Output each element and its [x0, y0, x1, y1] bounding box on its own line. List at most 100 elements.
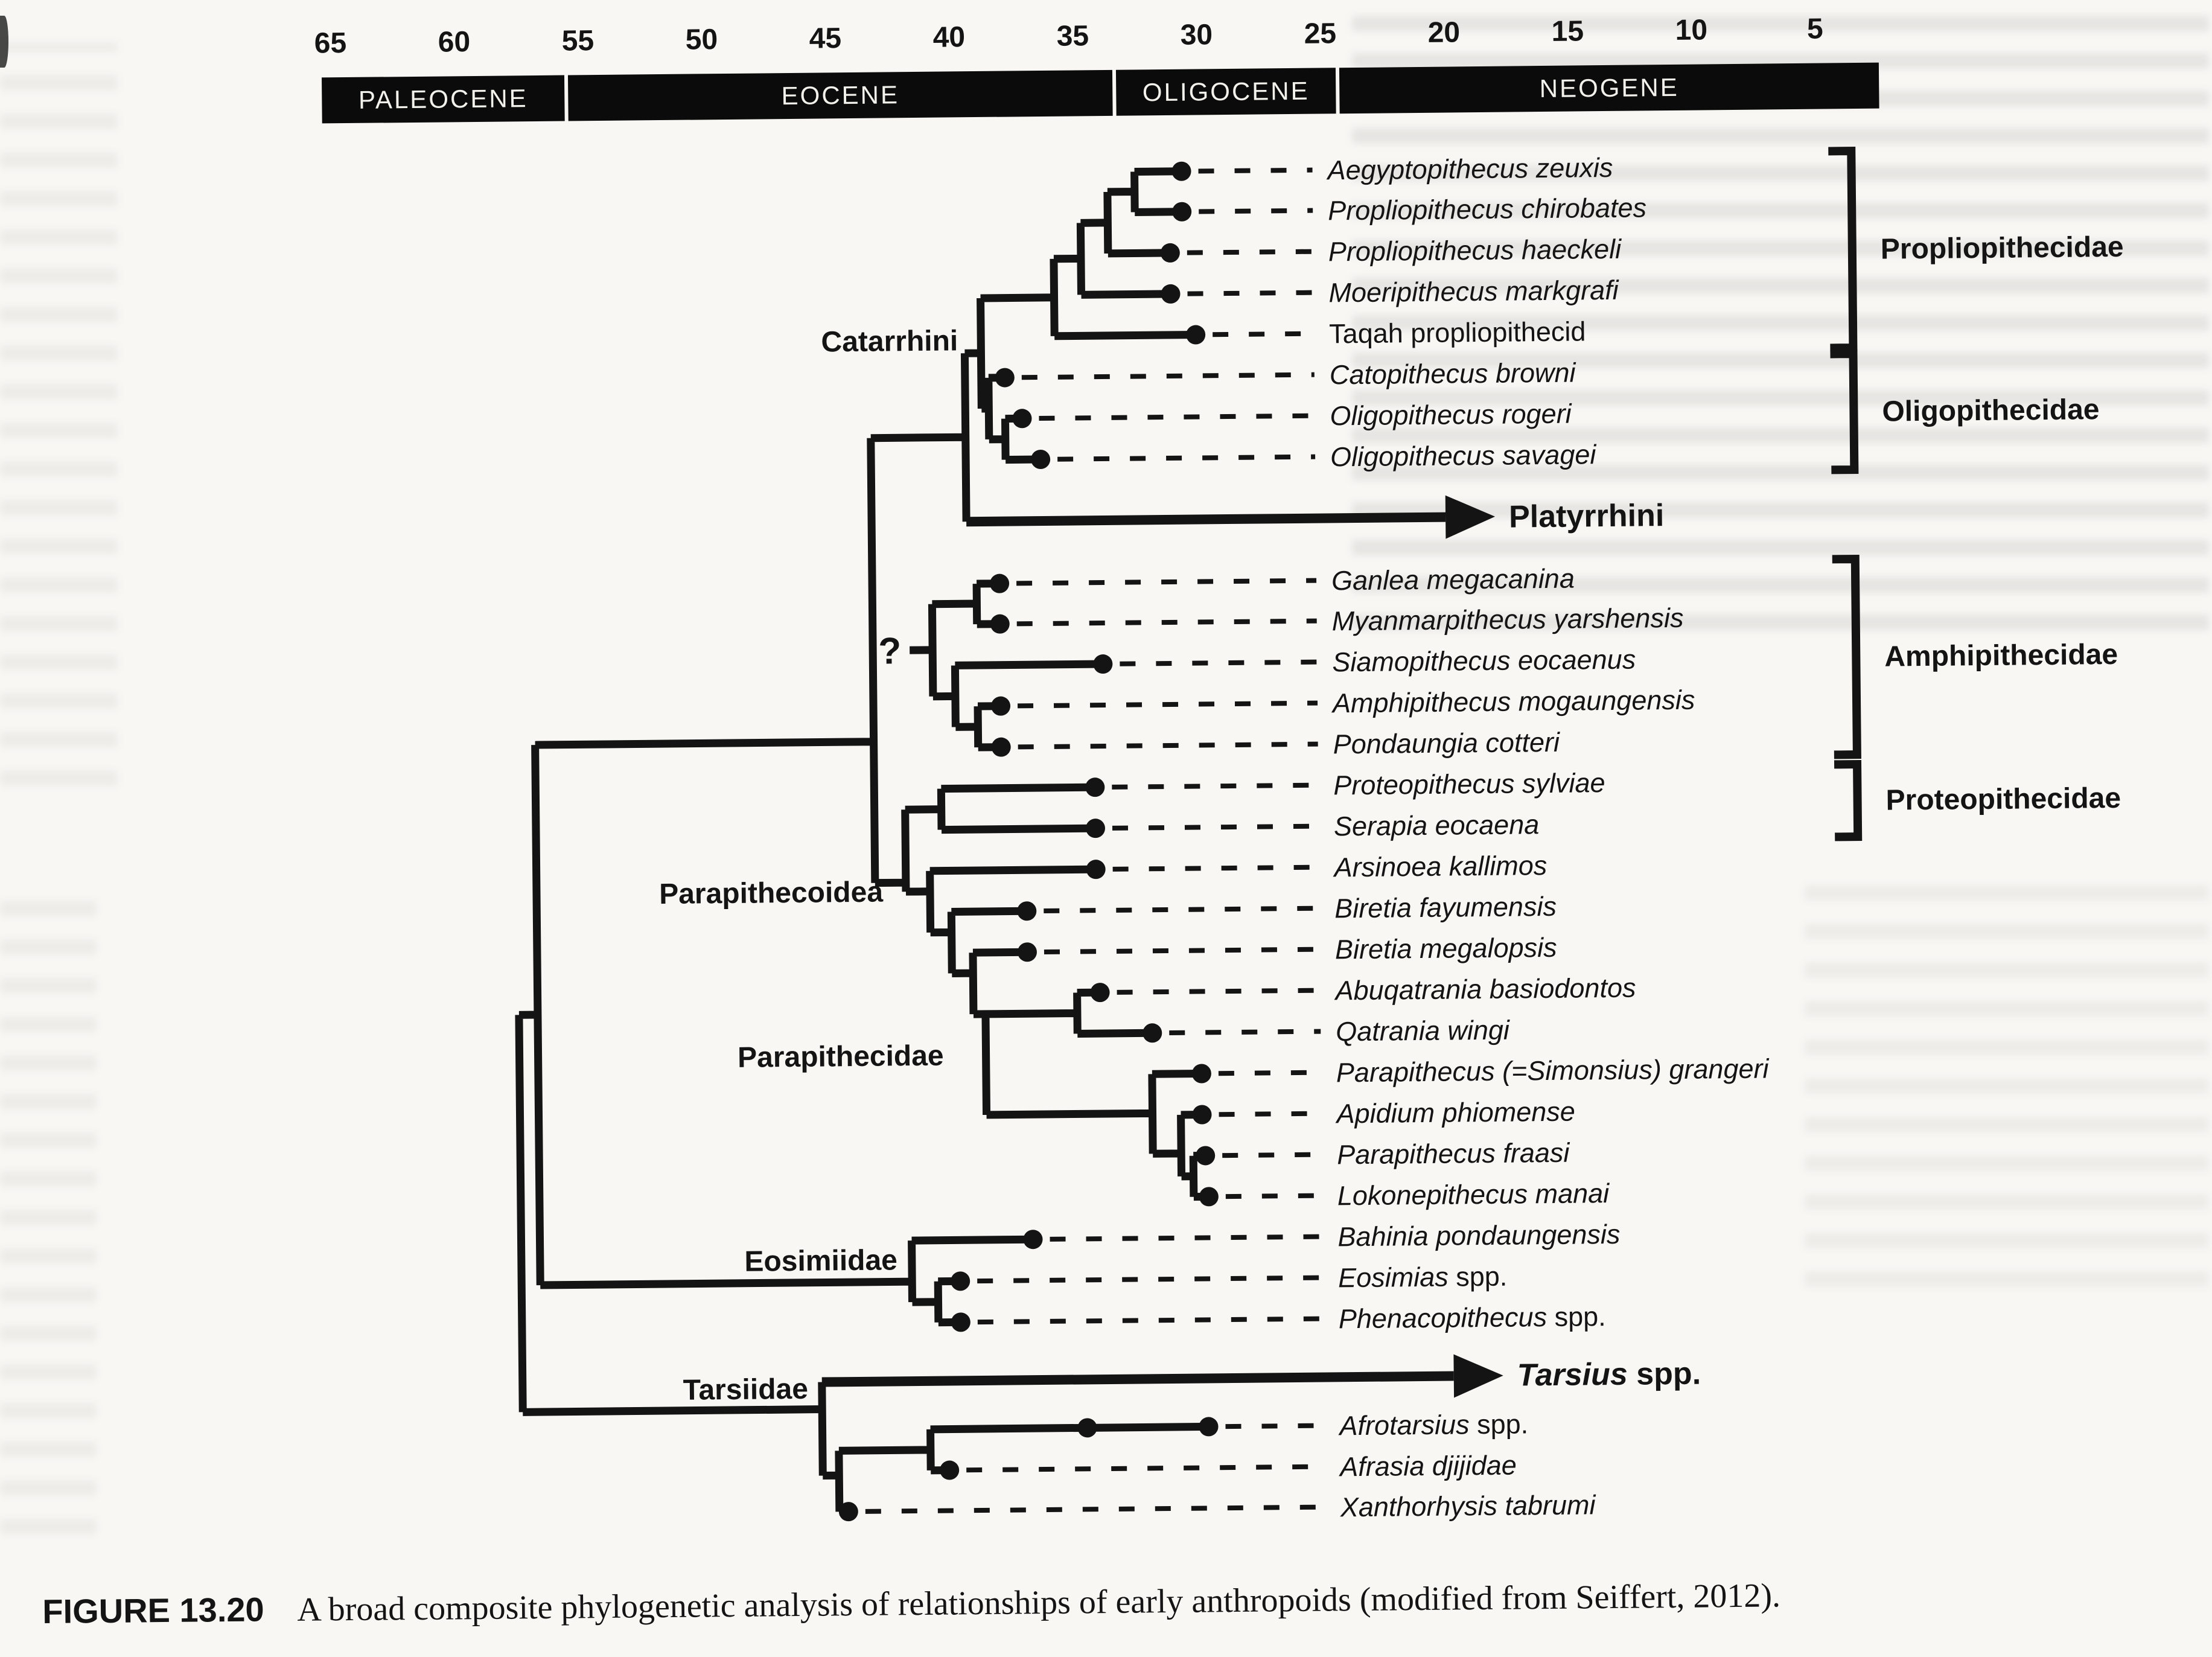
taxon-label: Parapithecus (=Simonsius) grangeri: [1336, 1053, 1770, 1088]
time-tick-label: 60: [438, 26, 470, 59]
time-tick-label: 55: [561, 25, 594, 57]
time-tick-label: 25: [1304, 18, 1336, 50]
fossil-occurrence-dot: [1192, 1105, 1212, 1125]
fossil-occurrence-dot: [1017, 942, 1037, 962]
fossil-occurrence-dot: [990, 573, 1010, 593]
clade-label-parapithecoidea: Parapithecoidea: [659, 876, 884, 911]
epoch-label: PALEOCENE: [359, 84, 528, 114]
fossil-occurrence-dot: [1077, 1418, 1097, 1438]
family-label: Proteopithecidae: [1885, 782, 2121, 817]
fossil-occurrence-dot: [1143, 1023, 1162, 1043]
fossil-occurrence-dot: [1186, 325, 1206, 345]
time-tick-label: 30: [1180, 19, 1213, 51]
family-label: Propliopithecidae: [1881, 231, 2124, 266]
geologic-time-scale: 65 60 55 50 45 40 35 30 25 20 15 10 5 PA…: [314, 13, 1879, 124]
phylogenetic-tree: Catarrhini ? Parapithecoidea Parapitheci…: [515, 147, 2124, 1522]
time-tick-label: 45: [809, 22, 841, 55]
taxon-label: Ganlea megacanina: [1331, 563, 1575, 596]
tree-branches: [515, 167, 1209, 1516]
family-label: Oligopithecidae: [1882, 394, 2100, 427]
epoch-bar-paleocene: PALEOCENE: [321, 75, 565, 124]
time-tick-label: 15: [1551, 15, 1584, 48]
taxon-label: Oligopithecus savagei: [1330, 439, 1598, 472]
fossil-occurrence-dot: [1171, 161, 1191, 181]
time-tick-label: 40: [932, 21, 965, 54]
taxon-label: Propliopithecus chirobates: [1328, 192, 1646, 226]
taxon-labels: Aegyptopithecus zeuxis Propliopithecus c…: [1325, 152, 1770, 1522]
fossil-occurrence-dot: [1012, 409, 1032, 429]
taxon-label: Propliopithecus haeckeli: [1328, 234, 1623, 267]
clade-label-eosimiidae: Eosimiidae: [744, 1244, 897, 1277]
epoch-bar-oligocene: OLIGOCENE: [1115, 68, 1336, 116]
fossil-occurrence-dot: [1085, 777, 1105, 797]
taxon-label: Oligopithecus rogeri: [1330, 398, 1573, 432]
epoch-label: NEOGENE: [1540, 73, 1679, 103]
taxon-label: Phenacopithecus spp.: [1339, 1301, 1606, 1334]
fossil-occurrence-dot: [1031, 450, 1051, 470]
fossil-occurrence-dot: [951, 1312, 971, 1332]
taxon-label: Biretia megalopsis: [1335, 932, 1557, 965]
clade-label-parapithecidae: Parapithecidae: [738, 1040, 944, 1074]
taxon-label: Myanmarpithecus yarshensis: [1331, 602, 1683, 637]
time-tick-label: 65: [314, 27, 347, 60]
family-bracket-propliopithecidae: Propliopithecidae: [1828, 147, 2124, 353]
fossil-occurrence-dot: [991, 696, 1011, 716]
family-bracket-proteopithecidae: Proteopithecidae: [1834, 759, 2121, 841]
fossil-occurrence-dot: [951, 1271, 971, 1291]
taxon-label: Afrasia djijidae: [1338, 1450, 1517, 1483]
fossil-occurrence-dot: [1191, 1064, 1211, 1084]
fossil-occurrence-dot: [1160, 243, 1180, 263]
figure-caption-text: A broad composite phylogenetic analysis …: [297, 1577, 1780, 1629]
time-tick-label: 35: [1056, 20, 1089, 53]
fossil-occurrence-dot: [990, 614, 1010, 634]
fossil-occurrence-dot: [1023, 1230, 1043, 1250]
fossil-occurrence-dot: [995, 368, 1015, 388]
taxon-label: Siamopithecus eocaenus: [1332, 644, 1636, 678]
taxon-label: Catopithecus browni: [1330, 357, 1577, 390]
taxon-label: Moeripithecus markgrafi: [1328, 275, 1620, 308]
fossil-occurrence-dots: [838, 161, 1219, 1522]
epoch-bar-neogene: NEOGENE: [1339, 62, 1879, 114]
tarsius-arrow: [821, 1354, 1503, 1398]
taxon-label: Lokonepithecus manai: [1337, 1178, 1611, 1211]
fossil-occurrence-dot: [1086, 860, 1106, 880]
fossil-occurrence-dot: [1090, 983, 1110, 1003]
taxon-label: Amphipithecus mogaungensis: [1331, 685, 1695, 719]
taxon-label: Arsinoea kallimos: [1332, 850, 1547, 883]
fossil-occurrence-dot: [1199, 1417, 1219, 1437]
taxon-label: Serapia eocaena: [1334, 809, 1540, 841]
leader-dashes: [865, 167, 1325, 1514]
fossil-occurrence-dot: [991, 737, 1011, 757]
fossil-occurrence-dot: [838, 1502, 858, 1522]
arrowhead-icon: [1445, 495, 1496, 539]
fossil-occurrence-dot: [1017, 901, 1037, 921]
taxon-label: Afrotarsius spp.: [1337, 1408, 1528, 1441]
platyrrhini-arrow: [966, 495, 1496, 539]
epoch-label: EOCENE: [781, 80, 899, 110]
fossil-occurrence-dot: [1093, 654, 1113, 674]
taxon-label: Aegyptopithecus zeuxis: [1325, 152, 1613, 186]
taxon-label: Qatrania wingi: [1336, 1015, 1511, 1047]
time-tick-label: 20: [1427, 16, 1460, 49]
taxon-label: Xanthorhysis tabrumi: [1340, 1489, 1597, 1522]
figure-caption-number: FIGURE 13.20: [42, 1590, 264, 1630]
fossil-occurrence-dot: [1161, 284, 1181, 304]
fossil-occurrence-dot: [1085, 819, 1105, 838]
taxon-label: Pondaungia cotteri: [1333, 727, 1561, 760]
family-bracket-oligopithecidae: Oligopithecidae: [1830, 350, 2100, 474]
arrowhead-icon: [1453, 1354, 1503, 1398]
fossil-occurrence-dot: [1196, 1146, 1216, 1166]
time-tick-label: 5: [1807, 13, 1823, 45]
taxon-label: Apidium phiomense: [1334, 1096, 1575, 1129]
clade-label-catarrhini: Catarrhini: [821, 325, 958, 358]
epoch-bar-eocene: EOCENE: [567, 69, 1113, 121]
taxon-label: Abuqatrania basiodontos: [1333, 972, 1636, 1006]
taxon-label-platyrrhini: Platyrrhini: [1509, 498, 1665, 534]
taxon-label: Biretia fayumensis: [1334, 891, 1557, 924]
fossil-occurrence-dot: [940, 1460, 960, 1480]
time-tick-label: 50: [685, 24, 718, 56]
taxon-label: Parapithecus fraasi: [1337, 1137, 1571, 1170]
